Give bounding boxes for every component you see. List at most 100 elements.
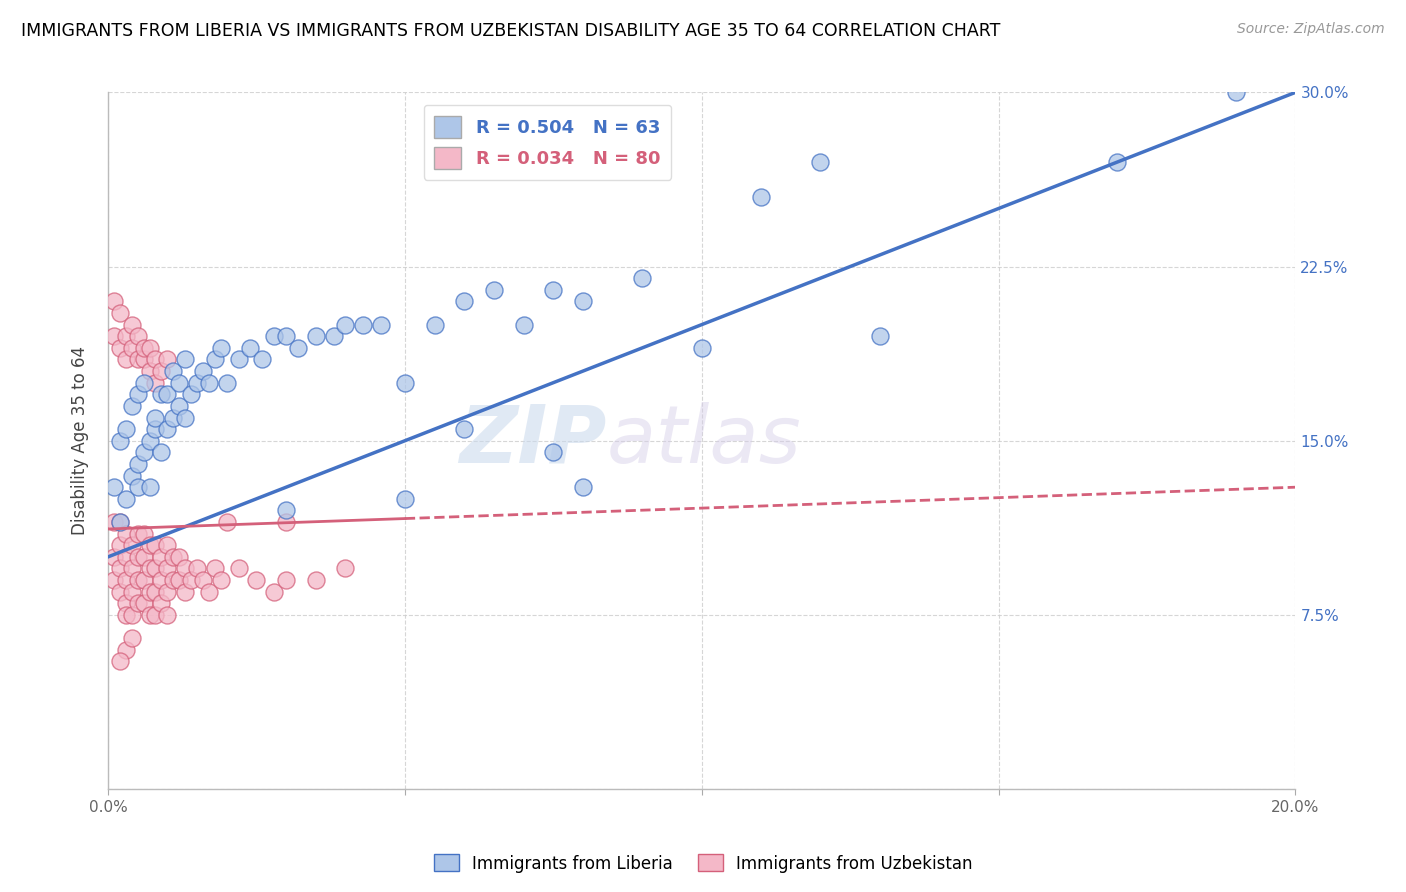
Point	[394, 376, 416, 390]
Point	[156, 352, 179, 367]
Point	[114, 352, 136, 367]
Point	[145, 584, 167, 599]
Point	[114, 596, 136, 610]
Point	[869, 329, 891, 343]
Point	[572, 480, 595, 494]
Point	[274, 515, 297, 529]
Point	[191, 364, 214, 378]
Point	[145, 376, 167, 390]
Point	[132, 549, 155, 564]
Point	[423, 318, 446, 332]
Point	[127, 457, 149, 471]
Point	[145, 538, 167, 552]
Point	[103, 329, 125, 343]
Point	[322, 329, 344, 343]
Point	[239, 341, 262, 355]
Point	[127, 329, 149, 343]
Point	[186, 376, 208, 390]
Point	[127, 549, 149, 564]
Point	[180, 387, 202, 401]
Point	[335, 318, 357, 332]
Point	[132, 352, 155, 367]
Point	[121, 341, 143, 355]
Point	[631, 271, 654, 285]
Point	[162, 549, 184, 564]
Point	[572, 294, 595, 309]
Point	[305, 573, 328, 587]
Point	[209, 573, 232, 587]
Point	[156, 422, 179, 436]
Point	[174, 410, 197, 425]
Point	[263, 584, 285, 599]
Point	[543, 283, 565, 297]
Point	[132, 445, 155, 459]
Point	[274, 573, 297, 587]
Point	[352, 318, 374, 332]
Point	[121, 468, 143, 483]
Text: IMMIGRANTS FROM LIBERIA VS IMMIGRANTS FROM UZBEKISTAN DISABILITY AGE 35 TO 64 CO: IMMIGRANTS FROM LIBERIA VS IMMIGRANTS FR…	[21, 22, 1001, 40]
Point	[103, 549, 125, 564]
Text: atlas: atlas	[607, 401, 801, 480]
Point	[150, 596, 173, 610]
Point	[138, 434, 160, 448]
Point	[127, 573, 149, 587]
Point	[287, 341, 309, 355]
Point	[138, 480, 160, 494]
Point	[121, 607, 143, 622]
Point	[274, 329, 297, 343]
Point	[114, 422, 136, 436]
Point	[245, 573, 267, 587]
Point	[156, 561, 179, 575]
Point	[167, 549, 190, 564]
Point	[370, 318, 392, 332]
Point	[145, 352, 167, 367]
Point	[162, 573, 184, 587]
Point	[108, 584, 131, 599]
Point	[121, 399, 143, 413]
Point	[108, 515, 131, 529]
Point	[114, 526, 136, 541]
Point	[228, 352, 250, 367]
Point	[145, 422, 167, 436]
Point	[132, 376, 155, 390]
Point	[114, 329, 136, 343]
Point	[114, 549, 136, 564]
Point	[145, 561, 167, 575]
Point	[810, 155, 832, 169]
Point	[453, 422, 475, 436]
Point	[114, 642, 136, 657]
Point	[482, 283, 505, 297]
Point	[103, 294, 125, 309]
Point	[156, 584, 179, 599]
Point	[305, 329, 328, 343]
Point	[132, 341, 155, 355]
Point	[167, 573, 190, 587]
Point	[150, 364, 173, 378]
Point	[138, 584, 160, 599]
Point	[132, 596, 155, 610]
Point	[108, 306, 131, 320]
Point	[103, 573, 125, 587]
Point	[150, 445, 173, 459]
Point	[209, 341, 232, 355]
Point	[1107, 155, 1129, 169]
Point	[156, 538, 179, 552]
Point	[150, 573, 173, 587]
Point	[394, 491, 416, 506]
Point	[174, 584, 197, 599]
Point	[127, 596, 149, 610]
Point	[174, 352, 197, 367]
Point	[204, 561, 226, 575]
Point	[512, 318, 534, 332]
Point	[274, 503, 297, 517]
Point	[121, 318, 143, 332]
Point	[114, 491, 136, 506]
Point	[138, 538, 160, 552]
Point	[103, 515, 125, 529]
Text: Source: ZipAtlas.com: Source: ZipAtlas.com	[1237, 22, 1385, 37]
Point	[108, 561, 131, 575]
Point	[150, 387, 173, 401]
Point	[114, 573, 136, 587]
Point	[121, 631, 143, 645]
Point	[198, 376, 221, 390]
